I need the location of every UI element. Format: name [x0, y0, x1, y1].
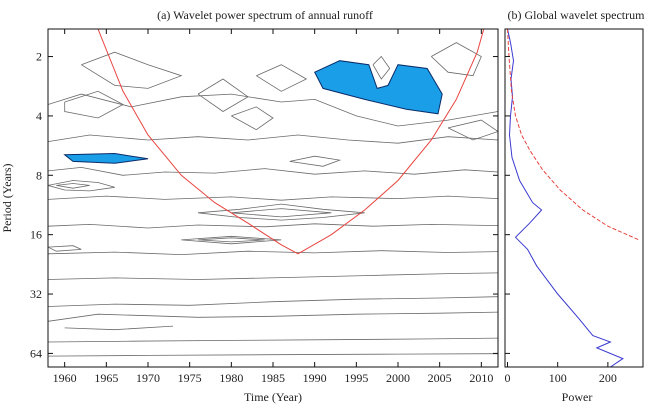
contour-line: [256, 64, 308, 92]
power-tick-label: 100: [549, 371, 567, 385]
contour-line: [197, 203, 365, 221]
x-tick-label: 1960: [53, 371, 77, 385]
contour-line: [64, 325, 174, 331]
wavelet-power-panel: (a) Wavelet power spectrum of annual run…: [0, 8, 499, 404]
contour-line: [64, 90, 124, 119]
contour-line: [48, 250, 498, 256]
global-power-line: [507, 29, 624, 367]
panel-a-title: (a) Wavelet power spectrum of annual run…: [157, 8, 373, 22]
y-tick-label: 16: [30, 228, 42, 242]
y-tick-label: 4: [36, 109, 42, 123]
x-tick-label: 1990: [303, 371, 327, 385]
contour-line: [48, 134, 498, 144]
contour-line: [372, 55, 391, 80]
contour-line: [56, 183, 90, 189]
cone-of-influence-line: [97, 29, 485, 255]
x-tick-label: 1970: [136, 371, 160, 385]
contour-line: [48, 311, 498, 322]
contour-lines: [48, 42, 498, 357]
contour-line: [81, 51, 183, 89]
contour-line: [447, 119, 498, 141]
x-tick-label: 1985: [261, 371, 285, 385]
y-tick-label: 8: [36, 168, 42, 182]
x-axis-ticks: 1960 1965 1970 1975 1980 1985 1990 1995 2000 2005…: [53, 29, 493, 385]
x-tick-label: 1965: [94, 371, 118, 385]
panel-b-title: (b) Global wavelet spectrum: [508, 8, 646, 22]
contour-line: [48, 353, 498, 357]
power-axis-ticks: 0 100 200: [505, 362, 617, 385]
y-tick-label: 64: [30, 346, 42, 360]
contour-line: [197, 78, 249, 112]
power-axis-label: Power: [562, 390, 593, 404]
x-tick-label: 1980: [219, 371, 243, 385]
x-tick-label: 2005: [428, 371, 452, 385]
contour-line: [48, 337, 498, 343]
y-axis-ticks: 2 4 8 16 32 64: [30, 50, 498, 360]
panel-b-y-ticks: [505, 56, 510, 354]
contour-line: [48, 223, 498, 229]
cone-of-influence-group: [97, 29, 485, 255]
significant-region: [63, 152, 149, 164]
contour-line: [48, 93, 498, 127]
contour-line: [231, 208, 332, 218]
spectrum-lines: [507, 29, 640, 367]
y-tick-label: 2: [36, 50, 42, 64]
contour-line: [197, 237, 265, 243]
contour-line: [231, 106, 274, 131]
contour-line: [181, 235, 282, 245]
significance-line: [507, 29, 640, 241]
significant-regions: [63, 60, 443, 164]
x-axis-label: Time (Year): [244, 390, 302, 404]
x-tick-label: 2010: [469, 371, 493, 385]
panel-b-frame: [504, 28, 644, 368]
x-tick-label: 1975: [178, 371, 202, 385]
power-tick-label: 0: [505, 371, 511, 385]
x-tick-label: 1995: [344, 371, 368, 385]
contour-line: [48, 195, 498, 201]
y-tick-label: 32: [30, 287, 42, 301]
contour-line: [48, 180, 115, 192]
contour-line: [289, 155, 342, 167]
contour-line: [48, 245, 82, 252]
contour-line: [431, 42, 482, 77]
significant-region: [314, 60, 443, 115]
contour-line: [48, 166, 498, 176]
global-spectrum-panel: (b) Global wavelet spectrum 0 100 200 Powe…: [504, 8, 646, 404]
y-axis-label: Period (Years): [0, 163, 14, 232]
x-tick-label: 2000: [386, 371, 410, 385]
contour-line: [48, 296, 498, 307]
contour-line: [48, 272, 498, 280]
power-tick-label: 200: [599, 371, 617, 385]
